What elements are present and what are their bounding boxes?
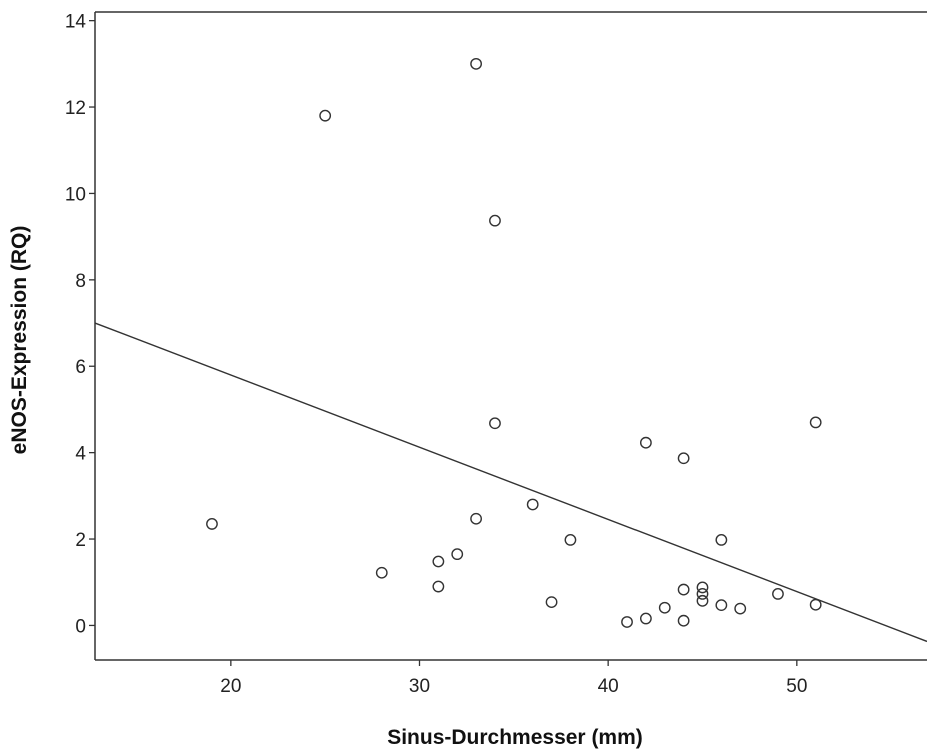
y-tick-label: 6 <box>75 357 86 378</box>
data-point <box>809 598 822 611</box>
data-point <box>470 57 482 70</box>
y-tick-label: 4 <box>75 444 86 465</box>
data-point <box>658 601 671 614</box>
data-point <box>432 555 445 568</box>
y-axis-title: eNOS-Expression (RQ) <box>8 226 31 455</box>
data-point <box>772 588 784 600</box>
y-axis: 0 2 4 6 8 10 12 14 <box>65 12 95 637</box>
regression-line <box>94 322 927 643</box>
x-tick-label: 50 <box>786 676 807 697</box>
data-point <box>206 518 218 530</box>
data-point <box>621 616 633 628</box>
data-point <box>715 534 728 546</box>
x-tick-label: 30 <box>409 676 430 697</box>
data-points <box>206 57 822 628</box>
x-tick-label: 20 <box>220 676 241 697</box>
data-point <box>526 498 539 511</box>
regression-line-group <box>94 322 927 643</box>
data-point <box>696 581 709 594</box>
data-point <box>677 614 690 627</box>
data-point <box>564 534 577 546</box>
data-point <box>470 512 482 525</box>
data-point <box>677 452 690 465</box>
plot-frame <box>94 11 927 661</box>
x-tick-label: 40 <box>598 676 619 697</box>
data-point <box>375 566 388 579</box>
x-axis: 20 30 40 50 <box>220 660 807 697</box>
data-point <box>809 416 822 429</box>
data-point <box>489 417 501 430</box>
data-point <box>715 599 728 612</box>
data-point <box>696 594 709 607</box>
data-point <box>451 548 464 561</box>
data-point <box>677 583 690 596</box>
y-tick-label: 8 <box>75 271 86 292</box>
data-point <box>432 580 445 593</box>
data-point <box>639 612 652 625</box>
data-point <box>545 596 558 609</box>
y-tick-label: 12 <box>65 98 86 119</box>
y-tick-label: 14 <box>65 12 87 33</box>
x-axis-title: Sinus-Durchmesser (mm) <box>387 726 643 749</box>
y-tick-label: 2 <box>75 530 86 551</box>
data-point <box>489 214 501 227</box>
y-tick-label: 10 <box>65 184 86 205</box>
y-tick-label: 0 <box>75 616 86 637</box>
data-point <box>319 109 332 122</box>
data-point <box>696 588 709 600</box>
data-point <box>734 602 747 615</box>
data-point <box>639 436 652 449</box>
